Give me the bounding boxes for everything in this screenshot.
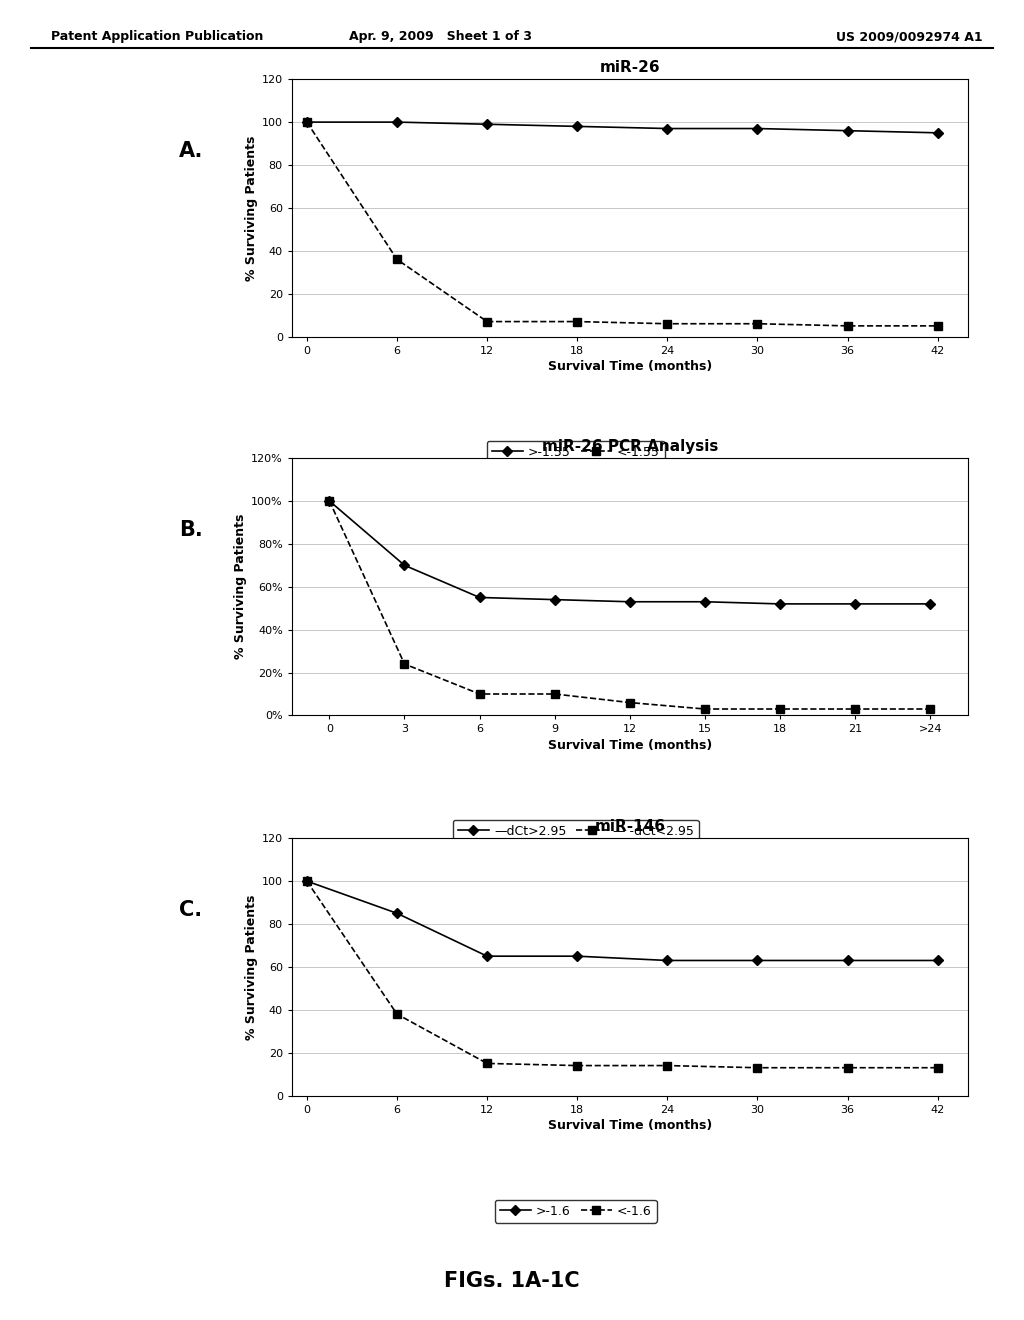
Text: Apr. 9, 2009   Sheet 1 of 3: Apr. 9, 2009 Sheet 1 of 3 xyxy=(349,30,531,44)
Title: miR-146: miR-146 xyxy=(594,820,666,834)
Title: miR-26 PCR Analysis: miR-26 PCR Analysis xyxy=(542,440,718,454)
Text: A.: A. xyxy=(179,141,204,161)
Text: C.: C. xyxy=(179,900,203,920)
Text: FIGs. 1A-1C: FIGs. 1A-1C xyxy=(444,1271,580,1291)
X-axis label: Survival Time (months): Survival Time (months) xyxy=(548,739,712,751)
Legend: >-1.55, <-1.55: >-1.55, <-1.55 xyxy=(486,441,665,463)
Text: Patent Application Publication: Patent Application Publication xyxy=(51,30,263,44)
Y-axis label: % Surviving Patients: % Surviving Patients xyxy=(233,513,247,660)
Text: B.: B. xyxy=(179,520,203,540)
Text: US 2009/0092974 A1: US 2009/0092974 A1 xyxy=(837,30,983,44)
Legend: —dCt>2.95, — -dCt<2.95: —dCt>2.95, — -dCt<2.95 xyxy=(453,820,698,842)
Legend: >-1.6, <-1.6: >-1.6, <-1.6 xyxy=(495,1200,656,1222)
X-axis label: Survival Time (months): Survival Time (months) xyxy=(548,360,712,372)
Title: miR-26: miR-26 xyxy=(599,61,660,75)
X-axis label: Survival Time (months): Survival Time (months) xyxy=(548,1119,712,1131)
Y-axis label: % Surviving Patients: % Surviving Patients xyxy=(245,135,257,281)
Y-axis label: % Surviving Patients: % Surviving Patients xyxy=(245,894,257,1040)
